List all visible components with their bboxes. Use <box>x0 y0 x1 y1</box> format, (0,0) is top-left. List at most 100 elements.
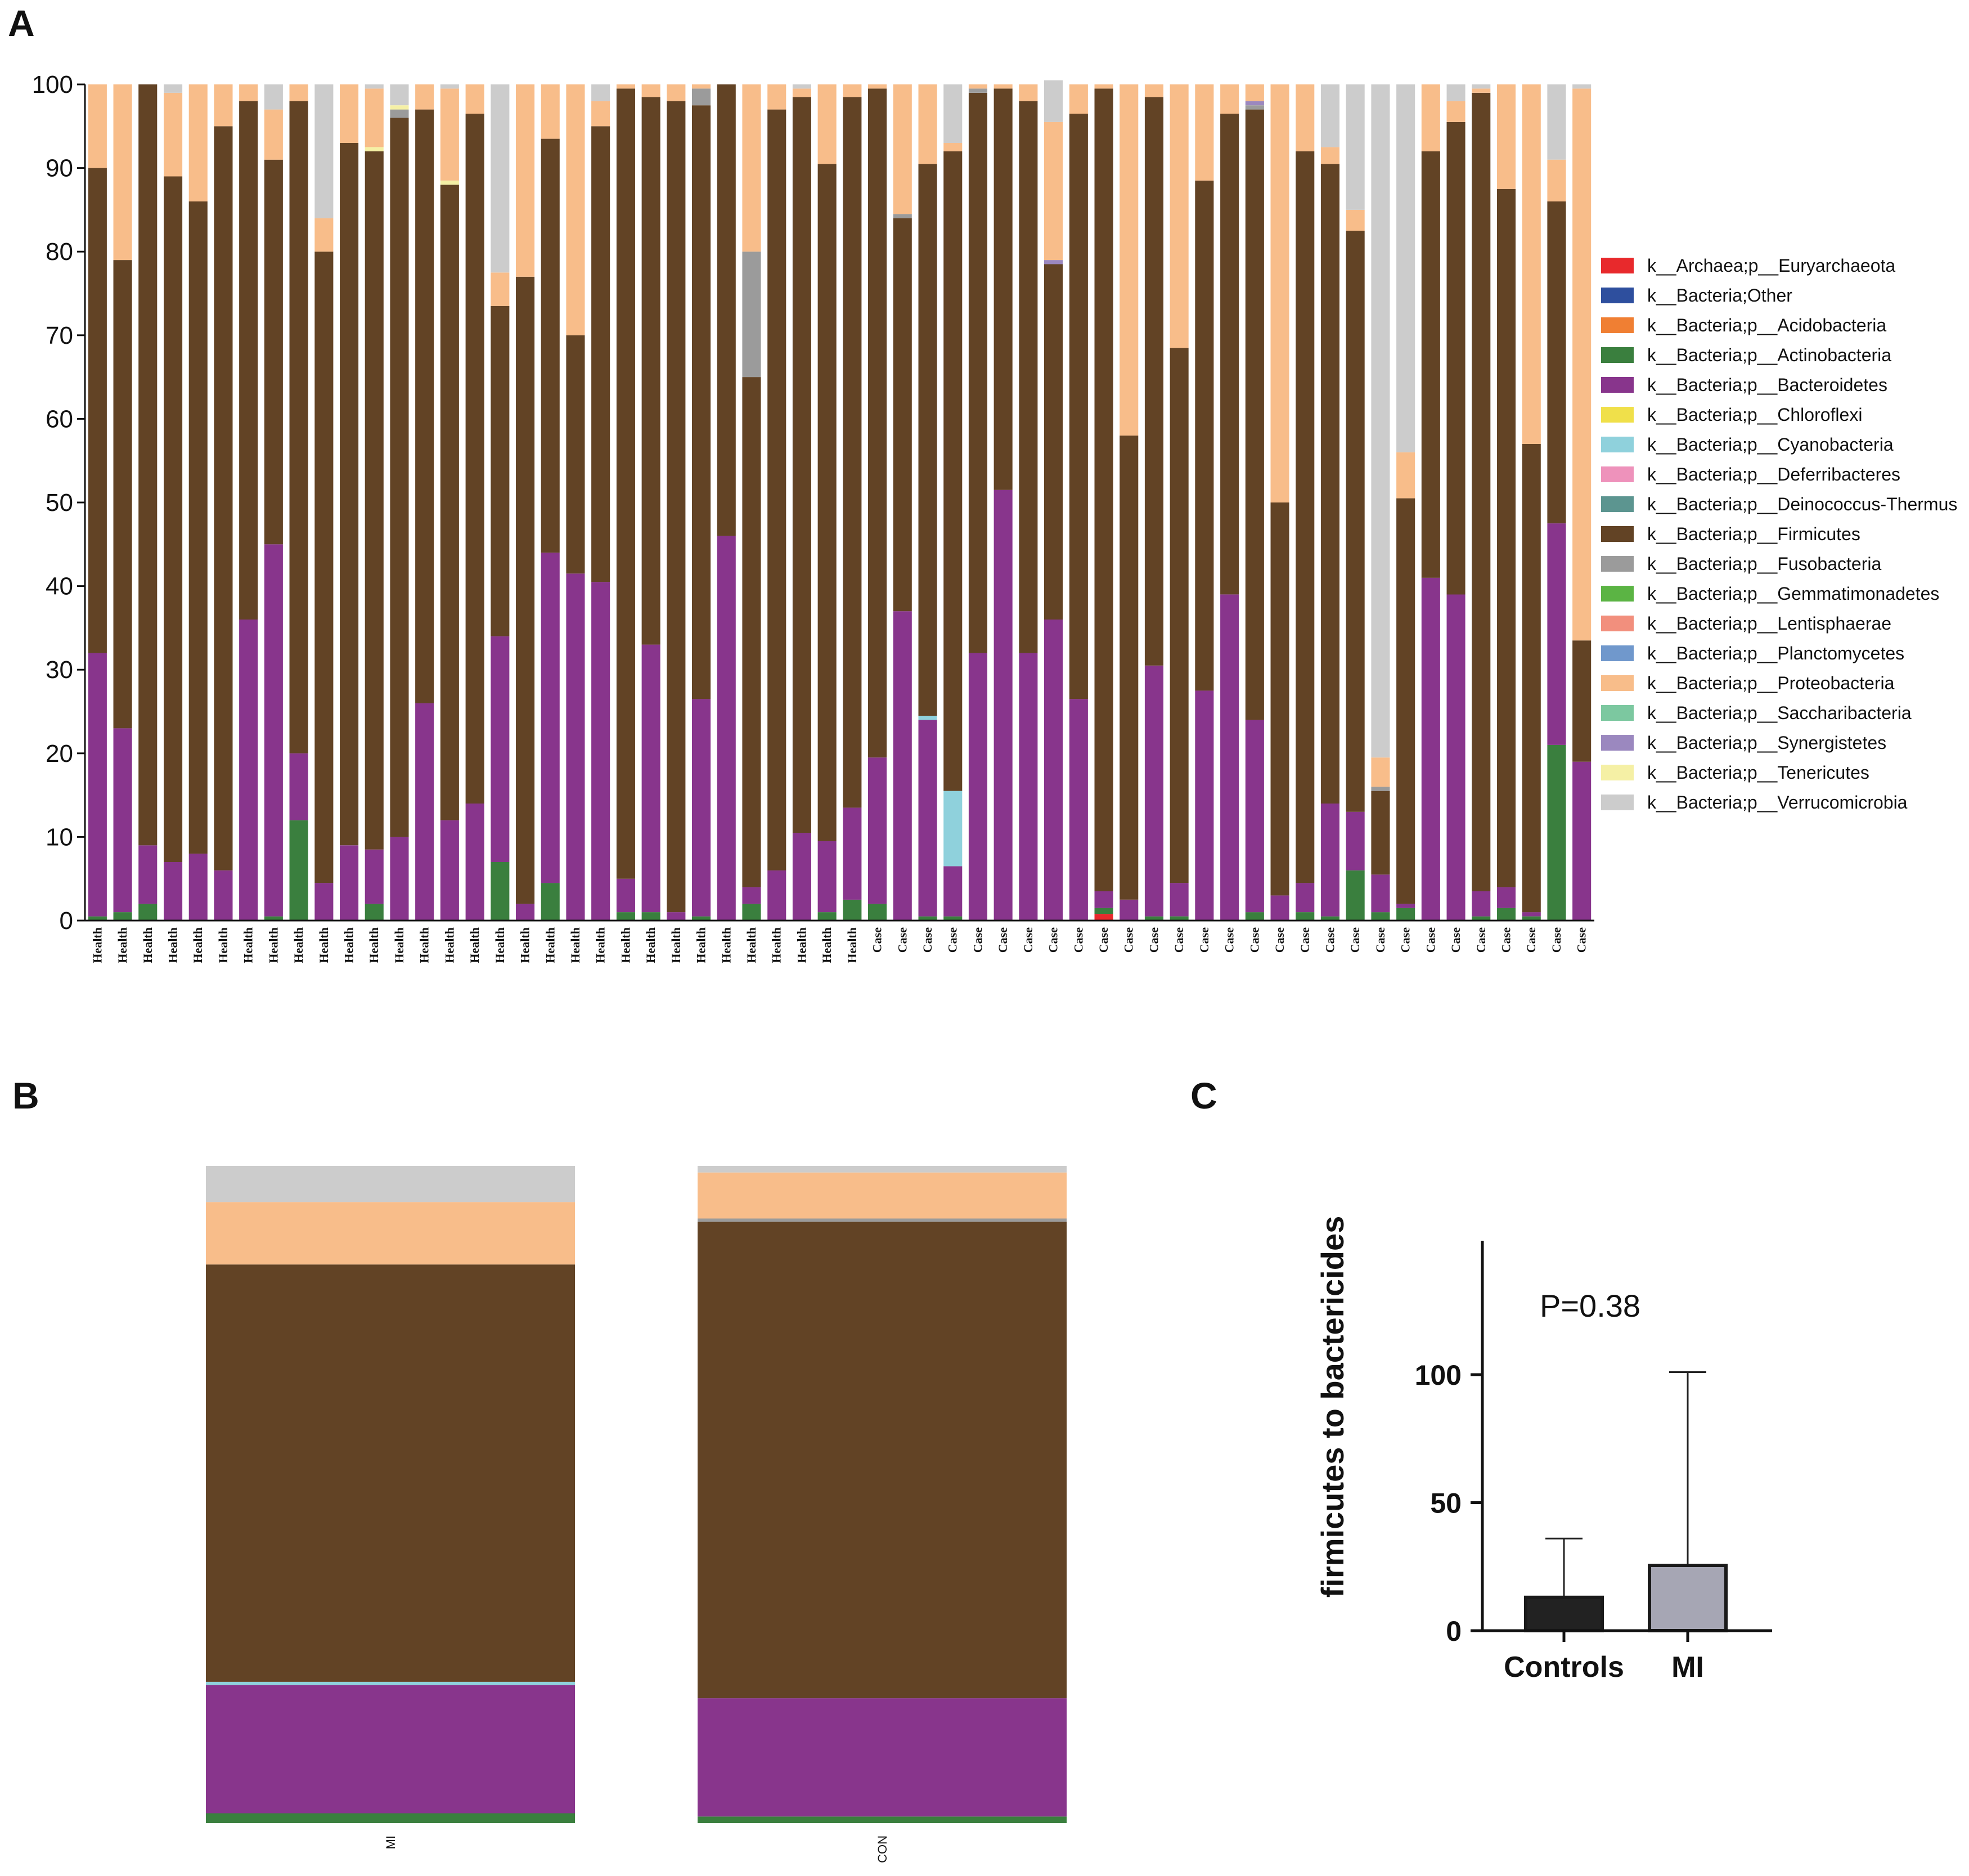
legend-label: k__Bacteria;p__Tenericutes <box>1647 762 1869 783</box>
bar-segment-cyanobacteria <box>918 715 937 720</box>
sample-label: Health <box>90 927 104 963</box>
bar-segment-actinobacteria <box>1296 912 1315 921</box>
bar-segment-proteobacteria <box>1320 147 1339 164</box>
bar-segment-verrucomicrobia <box>1396 84 1415 452</box>
bar-segment-bacteroidetes <box>264 544 283 917</box>
legend-label: k__Bacteria;p__Acidobacteria <box>1647 315 1886 335</box>
bar-segment-actinobacteria <box>1472 916 1491 921</box>
bar-segment-bacteroidetes <box>541 553 560 883</box>
bar-segment-proteobacteria <box>698 1172 1067 1219</box>
bar-segment-verrucomicrobia <box>1446 84 1465 101</box>
bar-segment-bacteroidetes <box>943 866 963 917</box>
sample-label: Health <box>367 927 381 963</box>
bar-segment-firmicutes <box>1320 164 1339 804</box>
sample-label: Case <box>1298 927 1312 953</box>
bar-segment-bacteroidetes <box>365 849 384 904</box>
panel-c-bar-chart: Controls MI 0 50 100 P=0.38 firmicutes to b… <box>1315 1216 1772 1684</box>
bar-segment-firmicutes <box>1472 92 1491 891</box>
bar-segment-fusobacteria <box>698 1218 1067 1222</box>
legend-label: k__Bacteria;p__Lentisphaerae <box>1647 613 1891 634</box>
bar-segment-verrucomicrobia <box>792 84 811 89</box>
panel-a-bars <box>88 80 1592 921</box>
panel-a-y-ticks: 0 10 20 30 40 50 60 70 80 90 100 <box>32 71 85 935</box>
bar-segment-actinobacteria <box>843 899 862 921</box>
bar-segment-proteobacteria <box>667 84 686 101</box>
bar-segment-bacteroidetes <box>390 837 409 921</box>
bar-segment-proteobacteria <box>164 92 183 177</box>
bar-segment-proteobacteria <box>340 84 359 143</box>
bar-segment-proteobacteria <box>1496 84 1516 189</box>
panel-label-a: A <box>8 2 35 44</box>
bar-segment-verrucomicrobia <box>365 84 384 89</box>
panel-c-y-axis-label: firmicutes to bactericides <box>1315 1216 1350 1597</box>
bar-segment-bacteroidetes <box>566 573 585 921</box>
sample-label: Case <box>920 927 934 953</box>
sample-label: Case <box>1348 927 1362 953</box>
bar-segment-fusobacteria <box>742 252 761 378</box>
legend-swatch-synergistetes <box>1601 735 1634 751</box>
sample-label: Case <box>1423 927 1437 953</box>
bar-segment-bacteroidetes <box>893 611 912 921</box>
sample-label: Case <box>996 927 1010 953</box>
bar-segment-verrucomicrobia <box>1547 84 1566 160</box>
group-label: CON <box>875 1835 889 1863</box>
bar-segment-firmicutes <box>767 109 786 870</box>
legend-swatch-deferribacteres <box>1601 466 1634 482</box>
y-tick-label: 20 <box>46 740 73 768</box>
bar-segment-actinobacteria <box>1371 912 1390 921</box>
bar-segment-actinobacteria <box>138 904 158 921</box>
bar-segment-proteobacteria <box>465 84 484 114</box>
bar-segment-bacteroidetes <box>289 753 308 820</box>
sample-label: Case <box>1449 927 1463 953</box>
bar-segment-firmicutes <box>698 1222 1067 1699</box>
bar-segment-verrucomicrobia <box>1371 84 1390 758</box>
legend-swatch-cyanobacteria <box>1601 437 1634 452</box>
bar-segment-firmicutes <box>893 218 912 612</box>
panel-b-stacked-bar-chart: MI CON <box>206 1166 1067 1863</box>
bar-segment-firmicutes <box>742 377 761 887</box>
bar-segment-bacteroidetes <box>968 653 987 921</box>
bar-segment-proteobacteria <box>1044 122 1063 261</box>
p-value-annotation: P=0.38 <box>1540 1288 1640 1323</box>
bar-segment-fusobacteria <box>692 88 711 106</box>
legend-label: k__Bacteria;p__Deferribacteres <box>1647 464 1900 484</box>
bar-segment-verrucomicrobia <box>264 84 283 110</box>
bar-segment-firmicutes <box>390 118 409 837</box>
bar-segment-bacteroidetes <box>1296 883 1315 913</box>
bar-segment-firmicutes <box>667 101 686 913</box>
bar-segment-firmicutes <box>415 109 434 703</box>
bar-segment-bacteroidetes <box>314 883 334 921</box>
bar-segment-bacteroidetes <box>1144 665 1163 917</box>
bar-segment-proteobacteria <box>516 84 535 277</box>
bar-segment-bacteroidetes <box>692 699 711 917</box>
bar-segment-proteobacteria <box>1396 452 1415 499</box>
bar-segment-verrucomicrobia <box>1572 84 1592 89</box>
bar-segment-firmicutes <box>516 276 535 904</box>
bar-segment-verrucomicrobia <box>591 84 610 101</box>
legend-label: k__Bacteria;p__Gemmatimonadetes <box>1647 584 1939 604</box>
bar-segment-proteobacteria <box>566 84 585 335</box>
y-tick-label: 80 <box>46 238 73 266</box>
bar-segment-bacteroidetes <box>717 536 736 921</box>
legend-label: k__Bacteria;p__Synergistetes <box>1647 733 1886 753</box>
bar-segment-firmicutes <box>113 260 132 729</box>
bar-segment-proteobacteria <box>314 218 334 252</box>
bar-segment-actinobacteria <box>541 883 560 921</box>
bar-segment-firmicutes <box>918 164 937 716</box>
bar-segment-proteobacteria <box>440 88 459 181</box>
sample-label: Health <box>694 927 708 963</box>
legend-swatch-firmicutes <box>1601 526 1634 542</box>
bar-segment-tenericutes <box>440 180 459 185</box>
bar-segment-proteobacteria <box>1346 209 1365 231</box>
bar-segment-bacteroidetes <box>465 804 484 921</box>
bar-segment-actinobacteria <box>365 904 384 921</box>
bar-segment-firmicutes <box>314 252 334 883</box>
bar-segment-actinobacteria <box>264 916 283 921</box>
bar-segment-firmicutes <box>1144 97 1163 666</box>
sample-label: Case <box>1021 927 1035 953</box>
bar-segment-actinobacteria <box>641 912 660 921</box>
y-tick-label: 0 <box>60 907 73 935</box>
sample-label: Case <box>895 927 909 953</box>
bar-segment-bacteroidetes <box>1371 874 1390 913</box>
bar-segment-actinobacteria <box>1320 916 1339 921</box>
